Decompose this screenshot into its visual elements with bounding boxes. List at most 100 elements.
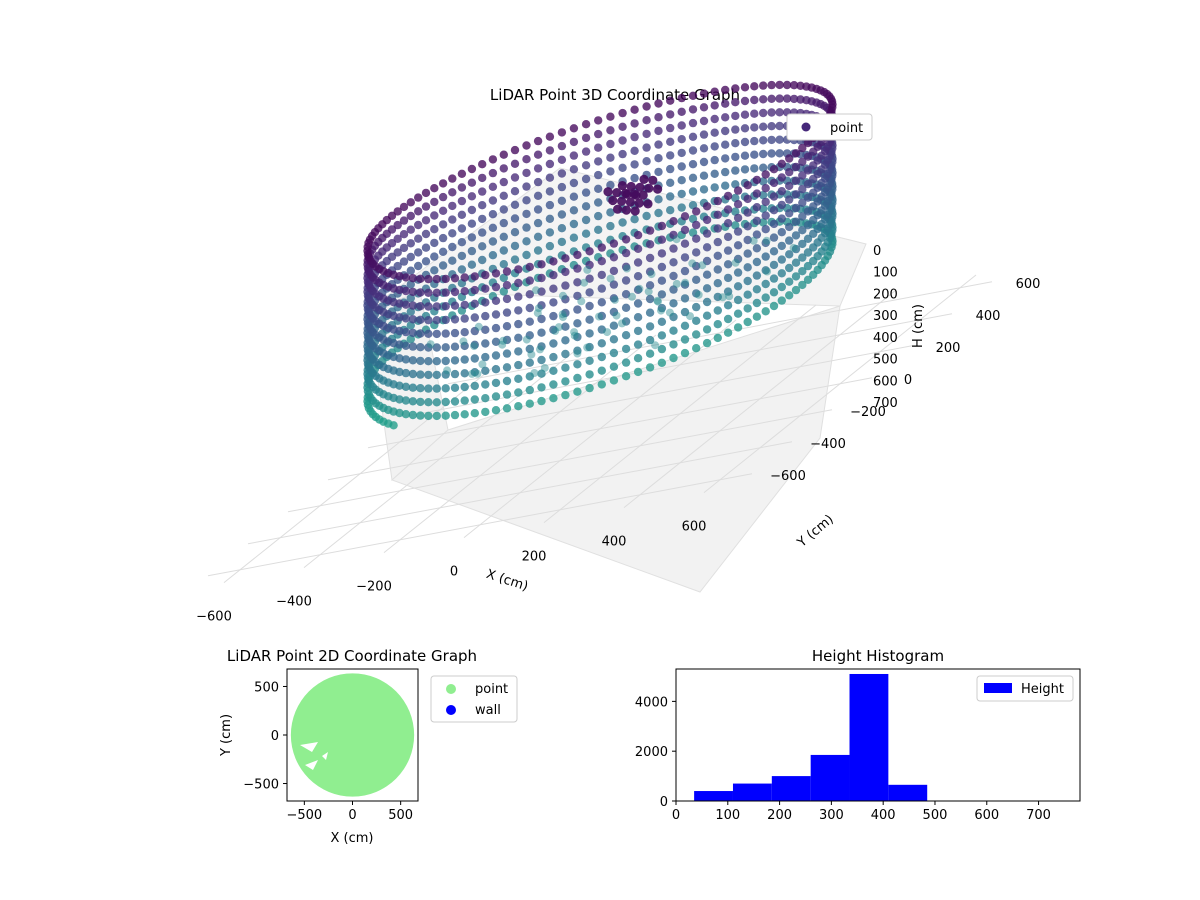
point-marker <box>557 182 567 192</box>
point-marker <box>525 276 534 285</box>
point-marker <box>525 317 534 326</box>
point-marker <box>609 266 619 276</box>
point-marker <box>525 303 534 313</box>
point-marker <box>510 241 520 251</box>
point-marker <box>594 198 603 207</box>
histogram-bar <box>732 783 772 801</box>
point-marker <box>688 118 698 128</box>
tick-label-x: −200 <box>356 580 392 595</box>
point-marker <box>622 189 632 199</box>
point-marker <box>510 255 520 264</box>
point-marker <box>581 161 591 170</box>
point-marker <box>710 183 719 192</box>
point-marker <box>606 167 615 176</box>
point-marker <box>761 211 770 220</box>
point-marker <box>702 243 712 252</box>
point-marker <box>460 382 469 392</box>
point-marker <box>533 164 543 173</box>
point-marker <box>499 246 508 255</box>
point-marker <box>540 363 549 372</box>
point-marker <box>569 137 579 147</box>
point-marker <box>680 225 690 235</box>
point-marker <box>809 256 818 266</box>
point-marker <box>699 89 709 98</box>
point-marker <box>692 344 701 353</box>
point-marker <box>416 329 425 338</box>
corner-gap-2d <box>287 790 330 801</box>
point-marker <box>723 273 733 283</box>
point-marker <box>644 183 654 193</box>
point-marker <box>809 161 818 170</box>
point-marker <box>699 116 709 126</box>
point-marker <box>609 307 619 317</box>
point-marker <box>752 175 762 185</box>
point-marker <box>406 252 415 262</box>
point-marker <box>635 182 645 192</box>
legend-2d-wall-marker <box>446 705 456 715</box>
tick-label-z: 600 <box>873 374 898 389</box>
point-marker <box>569 124 579 133</box>
point-marker <box>803 234 813 243</box>
point-marker <box>750 150 759 159</box>
point-marker <box>459 337 468 346</box>
point-marker <box>438 247 448 256</box>
point-marker <box>743 222 752 231</box>
point-marker <box>669 326 678 335</box>
histogram-bar <box>771 776 811 801</box>
point-marker <box>470 368 479 377</box>
point-marker <box>594 211 603 221</box>
point-marker <box>448 188 457 197</box>
point-marker <box>499 205 508 214</box>
point-marker <box>692 275 701 284</box>
point-marker <box>713 292 722 302</box>
xlabel-2d: X (cm) <box>331 831 374 846</box>
point-marker <box>777 269 786 278</box>
point-marker <box>733 268 743 277</box>
legend-histogram-swatch <box>984 683 1012 693</box>
point-marker <box>785 154 794 163</box>
point-marker <box>603 187 613 197</box>
point-marker <box>677 176 686 185</box>
point-marker <box>633 340 643 349</box>
point-marker <box>432 274 441 284</box>
histogram-bar <box>810 754 850 801</box>
point-marker <box>731 258 740 267</box>
point-marker <box>545 159 555 169</box>
point-marker <box>621 248 631 258</box>
point-marker <box>457 265 467 274</box>
point-marker <box>621 344 631 354</box>
point-marker <box>609 376 619 385</box>
point-marker <box>585 383 594 393</box>
point-marker <box>488 251 498 260</box>
point-marker <box>733 309 743 318</box>
point-marker <box>408 356 418 365</box>
legend-histogram: Height <box>976 675 1074 702</box>
point-marker <box>406 266 415 275</box>
point-marker <box>478 201 487 210</box>
point-marker <box>677 121 686 130</box>
point-marker <box>438 179 448 188</box>
point-marker <box>733 323 743 332</box>
point-marker <box>606 126 615 135</box>
point-marker <box>585 247 594 256</box>
point-marker <box>798 267 807 276</box>
point-marker <box>545 200 555 210</box>
point-marker <box>657 221 667 231</box>
point-marker <box>414 248 423 257</box>
point-marker <box>702 256 712 266</box>
point-marker <box>585 356 594 365</box>
point-marker <box>767 135 776 145</box>
point-marker <box>677 189 686 199</box>
point-marker <box>594 225 603 234</box>
point-marker <box>527 350 536 359</box>
tick-label-z: 500 <box>873 353 898 368</box>
point-marker <box>791 272 801 281</box>
point-marker <box>785 181 794 191</box>
point-marker <box>688 105 698 114</box>
point-marker <box>723 260 733 269</box>
point-marker <box>467 178 477 187</box>
point-marker <box>549 380 558 389</box>
point-marker <box>478 228 487 237</box>
point-marker <box>416 343 425 352</box>
tick-label-x: 0 <box>672 808 680 823</box>
